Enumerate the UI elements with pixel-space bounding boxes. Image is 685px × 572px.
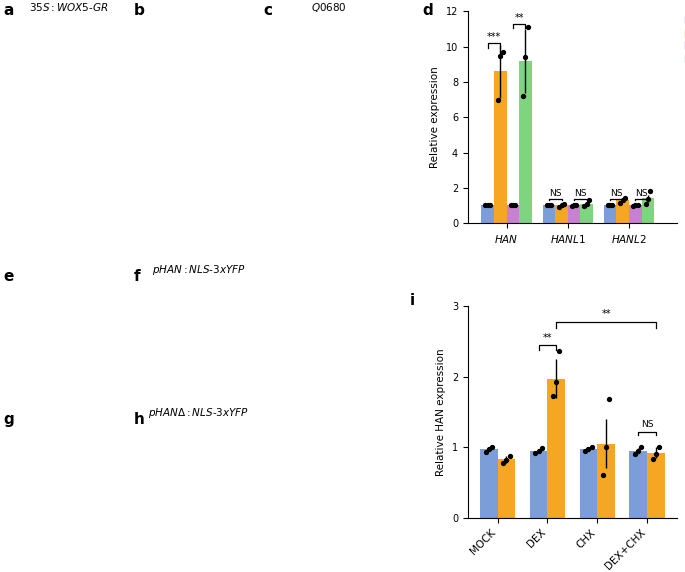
Text: **: ** [543,333,552,343]
Bar [547,379,565,518]
Bar [494,72,507,223]
Bar [580,449,597,518]
Text: c: c [264,3,273,18]
Text: NS: NS [574,189,586,198]
Bar [642,198,654,223]
Text: NS: NS [640,420,653,430]
Text: $\it{35S:WOX5\text{-}GR}$: $\it{35S:WOX5\text{-}GR}$ [29,1,108,13]
Text: **: ** [514,13,524,23]
Bar [597,444,615,518]
Bar [616,200,629,223]
Bar [604,205,616,223]
Text: NS: NS [549,189,562,198]
Text: e: e [3,269,14,284]
Bar [630,451,647,518]
Bar [629,205,642,223]
Text: **: ** [601,309,611,319]
Text: NS: NS [636,189,648,198]
Bar [647,453,664,518]
Text: d: d [422,3,433,18]
Bar [497,459,515,518]
Bar [530,451,547,518]
Bar [519,61,532,223]
Y-axis label: Relative expression: Relative expression [430,66,440,168]
Text: h: h [134,412,145,427]
Text: ***: *** [487,32,501,42]
Text: i: i [410,293,414,308]
Text: b: b [134,3,145,18]
Text: $p\it{HAN:NLS\text{-}3xYFP}$: $p\it{HAN:NLS\text{-}3xYFP}$ [151,263,246,277]
Text: $p\it{HAN}\Delta\it{:NLS\text{-}3xYFP}$: $p\it{HAN}\Delta\it{:NLS\text{-}3xYFP}$ [148,406,249,420]
Bar [482,205,494,223]
Bar [480,449,497,518]
Bar [543,205,556,223]
Text: $\it{Q0680}$: $\it{Q0680}$ [311,1,347,14]
Text: a: a [3,3,14,18]
Y-axis label: Relative HAN expression: Relative HAN expression [436,348,447,476]
Bar [580,204,593,223]
Bar [556,205,568,223]
Text: f: f [134,269,140,284]
Bar [568,205,580,223]
Text: g: g [3,412,14,427]
Text: NS: NS [610,189,623,198]
Bar [507,205,519,223]
